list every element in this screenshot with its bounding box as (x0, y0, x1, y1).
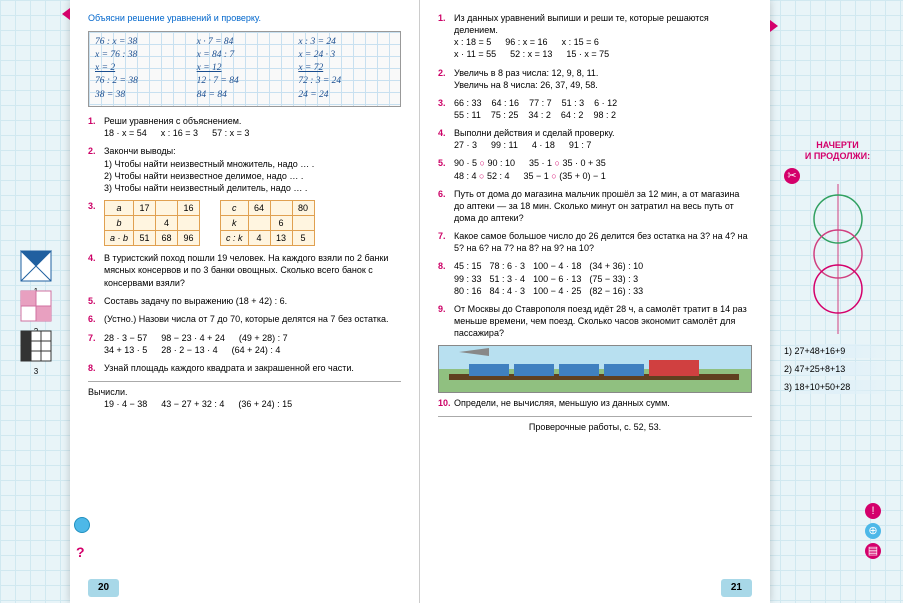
book-icon: ▤ (865, 543, 881, 559)
question-icon: ? (76, 543, 85, 563)
r-task-5: 90 · 5 ○ 90 : 1035 · 1 ○ 35 · 0 + 35 48 … (454, 157, 752, 181)
task-8: Узнай площадь каждого квадрата и закраше… (104, 362, 401, 375)
shape-2: 2 (20, 290, 52, 322)
task-5: Составь задачу по выражению (18 + 42) : … (104, 295, 401, 308)
exclaim-icon: ! (865, 503, 881, 519)
globe-icon (74, 517, 90, 533)
page-20: Объясни решение уравнений и проверку. 76… (70, 0, 420, 603)
marker-left (62, 8, 70, 20)
table-ck: c6480 k6 c : k4135 (220, 200, 315, 246)
task-2: Закончи выводы:1) Чтобы найти неизвестны… (104, 145, 401, 194)
r-task-3: 66 : 3364 : 1677 : 751 : 36 · 12 55 : 11… (454, 97, 752, 121)
r-task-6: Путь от дома до магазина мальчик прошёл … (454, 188, 752, 224)
margin-shapes: 1 2 3 (20, 250, 60, 370)
r-task-7: Какое самое большое число до 26 делится … (454, 230, 752, 254)
task-6: (Устно.) Назови числа от 7 до 70, которы… (104, 313, 401, 326)
task-1: Реши уравнения с объяснением.18 · x = 54… (104, 115, 401, 139)
handwriting: 76 : x = 38x · 7 = 84x : 3 = 24 x = 76 :… (88, 31, 401, 107)
r-task-2: Увеличь в 8 раз числа: 12, 9, 8, 11.Увел… (454, 67, 752, 91)
expr-3: 3) 18+10+50+28 (780, 380, 895, 394)
task-1-num: 1. (88, 115, 104, 139)
task-4: В туристский поход пошли 19 человек. На … (104, 252, 401, 288)
expr-2: 2) 47+25+8+13 (780, 362, 895, 376)
scissors-icon: ✂ (784, 168, 800, 184)
sidebar-title: НАЧЕРТИ И ПРОДОЛЖИ: (780, 140, 895, 162)
page-num-21: 21 (721, 579, 752, 597)
shape-3-label: 3 (20, 367, 52, 376)
task-7: 28 · 3 − 5798 − 23 · 4 + 24(49 + 28) : 7… (104, 332, 401, 356)
footer-icons: ! ⊕ ▤ (865, 503, 883, 563)
task-3: a1716 b4 a · b516896 c6480 k6 c : k4135 (104, 200, 401, 246)
calc-label: Вычисли. (88, 386, 401, 399)
r-task-10: Определи, не вычисляя, меньшую из данных… (454, 397, 752, 410)
left-heading: Объясни решение уравнений и проверку. (88, 12, 401, 25)
shape-1: 1 (20, 250, 52, 282)
expr-1: 1) 27+48+16+9 (780, 344, 895, 358)
r-task-8: 45 : 1578 : 6 · 3100 − 4 · 18(34 + 36) :… (454, 260, 752, 296)
shape-3: 3 (20, 330, 52, 362)
page-num-20: 20 (88, 579, 119, 597)
circles-diagram (798, 184, 878, 334)
marker-right (770, 20, 778, 32)
r-task-9: От Москвы до Ставрополя поезд идёт 28 ч,… (454, 303, 752, 339)
page-21: 1. Из данных уравнений выпиши и реши те,… (420, 0, 770, 603)
globe-icon-2: ⊕ (865, 523, 881, 539)
check-ref: Проверочные работы, с. 52, 53. (438, 421, 752, 434)
book: Объясни решение уравнений и проверку. 76… (70, 0, 770, 603)
train-illustration (438, 345, 752, 393)
r-task-4: Выполни действия и сделай проверку.27 · … (454, 127, 752, 151)
r-task-1: Из данных уравнений выпиши и реши те, ко… (454, 12, 752, 61)
table-ab: a1716 b4 a · b516896 (104, 200, 200, 246)
right-sidebar: НАЧЕРТИ И ПРОДОЛЖИ: ✂ 1) 27+48+16+9 2) 4… (780, 140, 895, 398)
